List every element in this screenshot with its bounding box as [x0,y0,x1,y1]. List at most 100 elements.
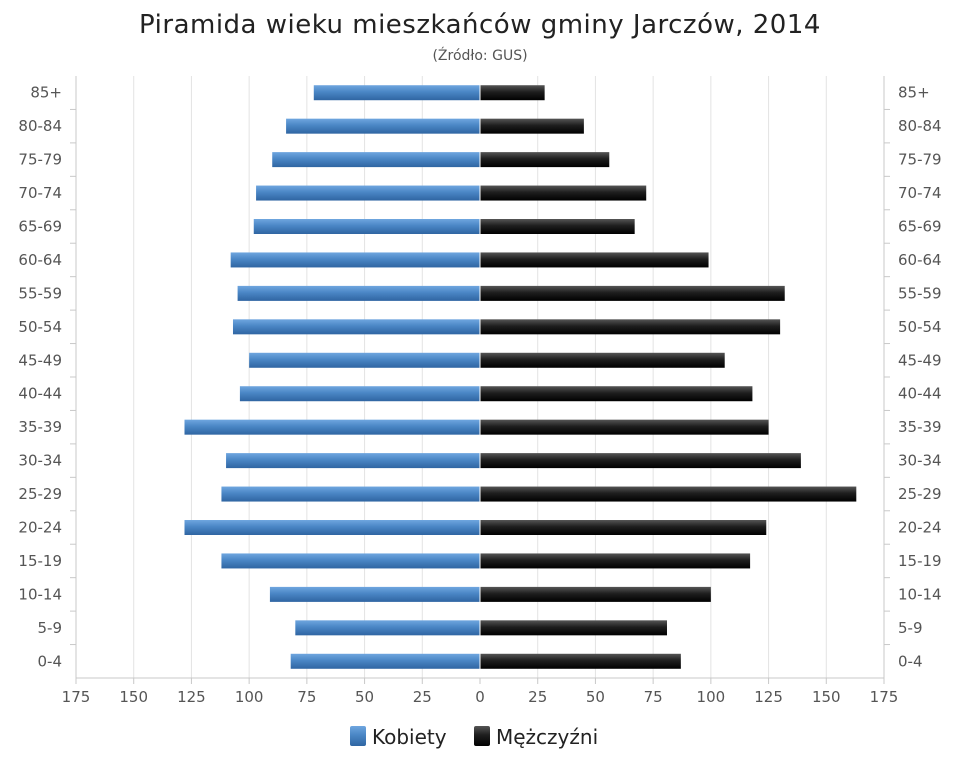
x-tick-label: 75 [297,688,316,706]
legend: Kobiety Mężczyźni [350,725,598,749]
bar-mezczyzni[interactable] [480,352,725,368]
bar-kobiety[interactable] [184,520,480,535]
bar-mezczyzni[interactable] [480,419,769,435]
category-label-right: 20-24 [898,519,942,537]
x-tick-label: 150 [119,688,148,706]
category-label-right: 60-64 [898,251,942,269]
category-label-right: 10-14 [898,585,942,603]
category-label-right: 50-54 [898,318,942,336]
x-tick-label: 25 [413,688,432,706]
bar-kobiety[interactable] [221,486,480,502]
bar-mezczyzni[interactable] [480,152,610,168]
category-label-right: 40-44 [898,385,942,403]
category-label-left: 80-84 [18,117,62,135]
x-tick-label: 100 [697,688,726,706]
bar-mezczyzni[interactable] [480,553,751,569]
category-label-right: 75-79 [898,151,942,169]
category-label-left: 75-79 [18,151,62,169]
bar-kobiety[interactable] [313,85,480,101]
category-label-right: 65-69 [898,218,942,236]
legend-item-kobiety[interactable]: Kobiety [350,725,447,749]
bar-mezczyzni[interactable] [480,520,767,535]
category-label-left: 40-44 [18,385,62,403]
category-label-right: 15-19 [898,552,942,570]
category-label-left: 55-59 [18,284,62,302]
bar-kobiety[interactable] [269,586,480,602]
bar-mezczyzni[interactable] [480,252,709,268]
bar-kobiety[interactable] [226,453,480,469]
chart-title: Piramida wieku mieszkańców gminy Jarczów… [139,10,821,40]
chart-subtitle: (Źródło: GUS) [432,46,527,64]
bar-kobiety[interactable] [230,252,480,268]
bar-kobiety[interactable] [256,185,480,201]
legend-swatch-mezczyzni [474,726,490,746]
category-label-left: 45-49 [18,351,62,369]
category-label-right: 80-84 [898,117,942,135]
labels: 175 150 125 100 75 50 25 0 25 50 75 100 125 150 175 85+… [18,84,941,706]
bar-kobiety[interactable] [239,386,480,402]
x-tick-label: 50 [586,688,605,706]
x-tick-label: 100 [235,688,264,706]
category-label-left: 50-54 [18,318,62,336]
bar-kobiety[interactable] [253,219,480,234]
bar-mezczyzni[interactable] [480,386,753,402]
legend-label-kobiety: Kobiety [372,725,447,749]
bar-mezczyzni[interactable] [480,586,711,602]
bar-kobiety[interactable] [232,319,480,335]
x-tick-label: 75 [644,688,663,706]
bar-kobiety[interactable] [221,553,480,569]
x-tick-label: 175 [870,688,899,706]
bar-kobiety[interactable] [237,285,480,301]
category-label-right: 55-59 [898,284,942,302]
category-label-right: 5-9 [898,619,923,637]
category-label-right: 25-29 [898,485,942,503]
category-label-left: 85+ [30,84,62,102]
bar-mezczyzni[interactable] [480,219,635,234]
category-label-right: 0-4 [898,652,923,670]
category-label-left: 5-9 [38,619,63,637]
bar-kobiety[interactable] [184,419,480,435]
bar-mezczyzni[interactable] [480,453,801,469]
category-label-right: 30-34 [898,452,942,470]
x-tick-label: 175 [62,688,91,706]
legend-swatch-kobiety [350,726,366,746]
category-label-left: 60-64 [18,251,62,269]
bar-mezczyzni[interactable] [480,486,857,502]
x-tick-label: 125 [177,688,206,706]
category-label-left: 30-34 [18,452,62,470]
category-label-right: 70-74 [898,184,942,202]
bar-mezczyzni[interactable] [480,319,781,335]
x-tick-label: 25 [528,688,547,706]
bar-mezczyzni[interactable] [480,620,667,636]
bar-kobiety[interactable] [295,620,480,636]
category-label-left: 35-39 [18,418,62,436]
x-tick-label: 0 [475,688,485,706]
bar-mezczyzni[interactable] [480,653,681,669]
category-label-left: 10-14 [18,585,62,603]
x-tick-label: 125 [754,688,783,706]
bar-kobiety[interactable] [286,118,480,134]
category-label-left: 0-4 [38,652,63,670]
legend-item-mezczyzni[interactable]: Mężczyźni [474,725,598,749]
category-label-left: 15-19 [18,552,62,570]
category-label-right: 45-49 [898,351,942,369]
bar-mezczyzni[interactable] [480,185,647,201]
category-label-left: 65-69 [18,218,62,236]
x-tick-label: 150 [812,688,841,706]
bars [184,76,857,678]
legend-label-mezczyzni: Mężczyźni [496,725,598,749]
category-label-left: 25-29 [18,485,62,503]
bar-mezczyzni[interactable] [480,85,545,101]
category-label-right: 85+ [898,84,930,102]
axes [75,76,885,679]
bar-kobiety[interactable] [272,152,480,168]
bar-mezczyzni[interactable] [480,118,584,134]
bar-kobiety[interactable] [249,352,480,368]
bar-mezczyzni[interactable] [480,285,785,301]
category-label-right: 35-39 [898,418,942,436]
category-label-left: 20-24 [18,519,62,537]
x-tick-label: 50 [355,688,374,706]
bar-kobiety[interactable] [290,653,480,669]
category-label-left: 70-74 [18,184,62,202]
